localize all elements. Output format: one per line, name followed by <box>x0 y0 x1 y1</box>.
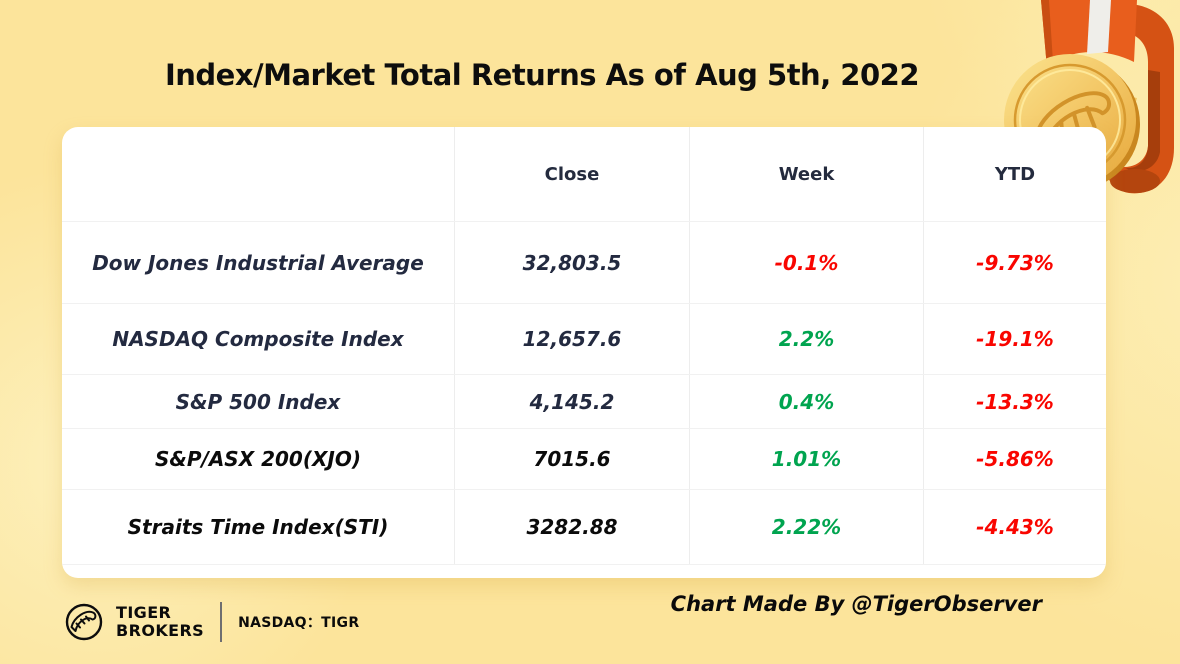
table-row-sp500: S&P 500 Index 4,145.2 0.4% -13.3% <box>62 374 1106 428</box>
brand-divider <box>220 602 223 642</box>
close-value: 32,803.5 <box>454 222 689 303</box>
close-value: 4,145.2 <box>454 375 689 428</box>
tiger-brokers-logo-icon <box>65 603 103 641</box>
index-name: S&P 500 Index <box>175 389 341 414</box>
header-week: Week <box>689 127 923 221</box>
week-value: 2.2% <box>689 304 923 374</box>
ytd-value: -5.86% <box>923 429 1106 489</box>
table-header-row: Close Week YTD <box>62 127 1106 221</box>
ytd-value: -19.1% <box>923 304 1106 374</box>
returns-table-card: Close Week YTD Dow Jones Industrial Aver… <box>62 127 1106 578</box>
table-row-sti: Straits Time Index(STI) 3282.88 2.22% -4… <box>62 489 1106 564</box>
brand-line2: BROKERS <box>116 621 205 640</box>
index-name: S&P/ASX 200(XJO) <box>155 447 361 471</box>
ytd-value: -4.43% <box>923 490 1106 564</box>
header-blank <box>62 127 454 221</box>
ribbon-curl <box>1110 169 1160 193</box>
header-ytd: YTD <box>923 127 1106 221</box>
index-name: Dow Jones Industrial Average <box>92 250 424 275</box>
index-name: Straits Time Index(STI) <box>127 515 389 539</box>
ytd-value: -13.3% <box>923 375 1106 428</box>
ribbon-fold-shadow <box>1125 70 1160 172</box>
page-title: Index/Market Total Returns As of Aug 5th… <box>164 58 920 92</box>
ytd-value: -9.73% <box>923 222 1106 303</box>
brand-lockup: TIGER BROKERS NASDAQ：TIGR <box>64 600 359 644</box>
table-row-dow-jones: Dow Jones Industrial Average 32,803.5 -0… <box>62 221 1106 303</box>
brand-name: TIGER BROKERS <box>116 604 204 640</box>
week-value: 1.01% <box>689 429 923 489</box>
week-value: -0.1% <box>689 222 923 303</box>
ribbon-strap-edge <box>1041 0 1053 68</box>
close-value: 12,657.6 <box>454 304 689 374</box>
table-bottom-padding <box>62 564 1106 578</box>
credit-text: Chart Made By @TigerObserver <box>670 592 1042 616</box>
close-value: 3282.88 <box>454 490 689 564</box>
close-value: 7015.6 <box>454 429 689 489</box>
brand-line1: TIGER <box>116 603 172 623</box>
table-row-asx200: S&P/ASX 200(XJO) 7015.6 1.01% -5.86% <box>62 428 1106 489</box>
ticker-label: NASDAQ：TIGR <box>238 615 360 631</box>
table-row-nasdaq: NASDAQ Composite Index 12,657.6 2.2% -19… <box>62 303 1106 374</box>
ribbon-stripe <box>1087 0 1111 54</box>
week-value: 2.22% <box>689 490 923 564</box>
week-value: 0.4% <box>689 375 923 428</box>
index-name: NASDAQ Composite Index <box>112 327 404 351</box>
header-close: Close <box>454 127 689 221</box>
